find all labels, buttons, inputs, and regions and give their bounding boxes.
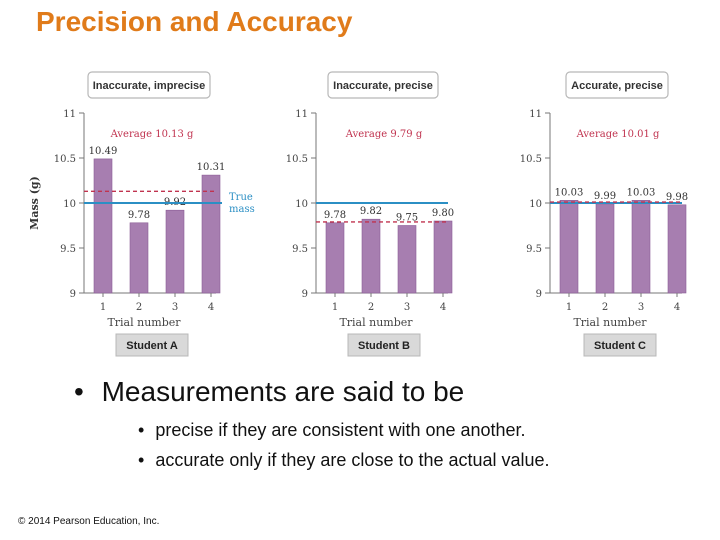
- y-tick-label: 10: [295, 199, 308, 210]
- bullet-dot: •: [138, 450, 145, 470]
- bar: [667, 204, 687, 294]
- student-label: Student A: [126, 340, 178, 352]
- student-label: Student B: [358, 340, 410, 352]
- bar: [361, 218, 381, 294]
- average-label: Average 10.01 g: [576, 129, 660, 140]
- y-tick-label: 9.5: [292, 244, 308, 255]
- x-axis-label: Trial number: [107, 316, 181, 329]
- y-tick-label: 11: [529, 109, 542, 120]
- true-mass-label-line1: True: [229, 192, 253, 203]
- main-bullet-text: Measurements are said to be: [101, 376, 465, 407]
- y-tick-label: 11: [295, 109, 308, 120]
- y-tick-label: 9.5: [526, 244, 542, 255]
- bar-value-label: 10.03: [555, 187, 584, 198]
- bar: [595, 203, 615, 294]
- y-axis-label: Mass (g): [28, 176, 41, 230]
- x-tick-label: 2: [368, 302, 374, 313]
- student-label-box: [347, 333, 421, 357]
- bar: [397, 225, 417, 294]
- panel-header-label: Inaccurate, imprecise: [93, 80, 206, 92]
- bar: [165, 209, 185, 294]
- bar-value-label: 9.80: [432, 208, 454, 219]
- x-axis-label: Trial number: [573, 316, 647, 329]
- x-tick-label: 3: [404, 302, 410, 313]
- bullet-dot: •: [74, 376, 84, 407]
- bar-value-label: 9.82: [360, 206, 382, 217]
- bar-value-label: 9.98: [666, 192, 688, 203]
- x-tick-label: 2: [136, 302, 142, 313]
- average-label: Average 9.79 g: [345, 129, 423, 140]
- slide-title: Precision and Accuracy: [36, 6, 353, 37]
- bar-value-label: 9.99: [594, 191, 616, 202]
- copyright-notice: © 2014 Pearson Education, Inc.: [18, 516, 160, 527]
- bar: [201, 174, 221, 294]
- y-tick-label: 10: [529, 199, 542, 210]
- x-tick-label: 4: [440, 302, 446, 313]
- panel-header-box: [87, 71, 211, 99]
- sub-bullet-accurate: • accurate only if they are close to the…: [138, 450, 550, 471]
- bar-value-label: 10.03: [627, 187, 656, 198]
- x-tick-label: 1: [332, 302, 338, 313]
- panel-header-box: [327, 71, 439, 99]
- sub-bullet-text: accurate only if they are close to the a…: [155, 450, 550, 470]
- sub-bullet-text: precise if they are consistent with one …: [155, 420, 526, 440]
- bar-value-label: 10.31: [197, 162, 226, 173]
- bar: [93, 158, 113, 294]
- bar: [129, 222, 149, 294]
- bar: [631, 200, 651, 294]
- x-tick-label: 1: [566, 302, 572, 313]
- bullet-dot: •: [138, 420, 145, 440]
- y-tick-label: 9: [70, 289, 76, 300]
- y-tick-label: 10.5: [286, 154, 308, 165]
- panel-header-label: Inaccurate, precise: [333, 80, 433, 92]
- y-tick-label: 9.5: [60, 244, 76, 255]
- student-label: Student C: [594, 340, 646, 352]
- bar-value-label: 10.49: [89, 146, 118, 157]
- x-tick-label: 4: [674, 302, 680, 313]
- x-tick-label: 2: [602, 302, 608, 313]
- y-tick-label: 10: [63, 199, 76, 210]
- bar-value-label: 9.78: [128, 210, 150, 221]
- y-tick-label: 9: [536, 289, 542, 300]
- bar-value-label: 9.75: [396, 213, 418, 224]
- student-label-box: [583, 333, 657, 357]
- y-tick-label: 10.5: [520, 154, 542, 165]
- student-label-box: [115, 333, 189, 357]
- y-tick-label: 9: [302, 289, 308, 300]
- average-label: Average 10.13 g: [110, 129, 194, 140]
- x-tick-label: 1: [100, 302, 106, 313]
- x-axis-label: Trial number: [339, 316, 413, 329]
- y-tick-label: 10.5: [54, 154, 76, 165]
- main-bullet: • Measurements are said to be: [74, 376, 464, 408]
- sub-bullet-precise: • precise if they are consistent with on…: [138, 420, 526, 441]
- bar: [433, 220, 453, 294]
- bar: [325, 222, 345, 294]
- x-tick-label: 4: [208, 302, 214, 313]
- panel-header-box: [565, 71, 669, 99]
- bar-value-label: 9.78: [324, 210, 346, 221]
- x-tick-label: 3: [172, 302, 178, 313]
- x-tick-label: 3: [638, 302, 644, 313]
- true-mass-label-line2: mass: [229, 204, 255, 215]
- panel-header-label: Accurate, precise: [571, 80, 663, 92]
- y-tick-label: 11: [63, 109, 76, 120]
- bar: [559, 200, 579, 294]
